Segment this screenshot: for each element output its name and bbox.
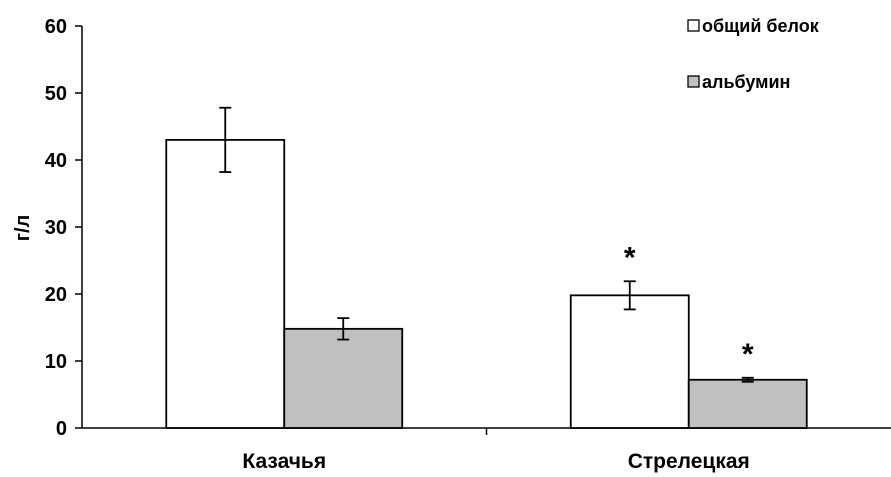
significance-marker: *	[742, 338, 754, 371]
legend-swatch	[687, 75, 700, 88]
bar	[569, 294, 690, 429]
x-tick-label: Стрелецкая	[628, 450, 750, 473]
y-tick-label: 30	[45, 217, 67, 239]
bar	[283, 327, 404, 429]
legend-swatch	[687, 19, 700, 32]
y-axis-label: г/л	[12, 215, 34, 242]
legend-label: общий белок	[702, 16, 820, 36]
axes: 0 10 20 30 40 50 60 Казачья Стрелецкая	[45, 16, 891, 473]
y-tick-label: 20	[45, 284, 67, 306]
y-tick-label: 60	[45, 16, 67, 38]
significance-marker: *	[624, 241, 636, 274]
y-tick-label: 50	[45, 83, 67, 105]
legend-label: альбумин	[702, 72, 790, 92]
x-tick-label: Казачья	[242, 450, 326, 473]
y-tick-label: 0	[56, 418, 67, 440]
legend: общий белок альбумин	[687, 16, 820, 92]
y-tick-label: 40	[45, 150, 67, 172]
bar	[165, 138, 286, 429]
y-tick-label: 10	[45, 351, 67, 373]
bars: **	[165, 106, 808, 429]
bar	[687, 378, 808, 429]
